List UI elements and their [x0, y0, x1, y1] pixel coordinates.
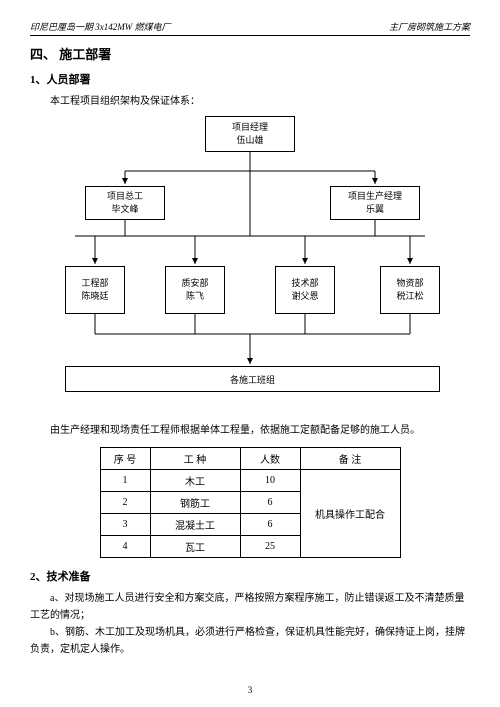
subsection-2-title: 2、技术准备 [30, 568, 470, 584]
subsection-1-title: 1、人员部署 [30, 71, 470, 87]
section-title: 四、 施工部署 [30, 44, 470, 63]
node-dept-1: 工程部 陈晓廷 [65, 266, 125, 314]
staffing-table: 序 号 工 种 人数 备 注 1 木工 10 机具操作工配合 2 钢筋工 6 3… [100, 447, 401, 558]
intro-text: 本工程项目组织架构及保证体系： [30, 93, 470, 110]
header-left: 印尼巴厘岛一期 3x142MW 燃煤电厂 [30, 20, 171, 33]
header-row: 印尼巴厘岛一期 3x142MW 燃煤电厂 主厂房砌筑施工方案 [30, 20, 470, 36]
table-row: 1 木工 10 机具操作工配合 [100, 470, 400, 492]
sub2-pa: a、对现场施工人员进行安全和方案交底，严格按照方案程序施工，防止错误返工及不清楚… [30, 590, 470, 624]
node-teams: 各施工班组 [65, 366, 440, 392]
node-dept-2: 质安部 陈飞 [165, 266, 225, 314]
node-pm: 项目经理 伍山雄 [205, 116, 295, 152]
node-chief-eng: 项目总工 毕文峰 [85, 186, 165, 220]
org-flowchart: 项目经理 伍山雄 项目总工 毕文峰 项目生产经理 乐翼 工程部 陈晓廷 质安部 … [30, 116, 470, 416]
sub1-conclusion: 由生产经理和现场责任工程师根据单体工程量，依据施工定额配备足够的施工人员。 [30, 422, 470, 439]
node-dept-4: 物资部 税江松 [380, 266, 440, 314]
table-header-row: 序 号 工 种 人数 备 注 [100, 448, 400, 470]
header-right: 主厂房砌筑施工方案 [389, 20, 470, 33]
sub2-pb: b、钢筋、木工加工及现场机具，必须进行严格检查，保证机具性能完好，确保持证上岗，… [30, 624, 470, 658]
node-prod-mgr: 项目生产经理 乐翼 [330, 186, 420, 220]
node-dept-3: 技术部 谢父恩 [275, 266, 335, 314]
page-number: 3 [0, 685, 500, 695]
